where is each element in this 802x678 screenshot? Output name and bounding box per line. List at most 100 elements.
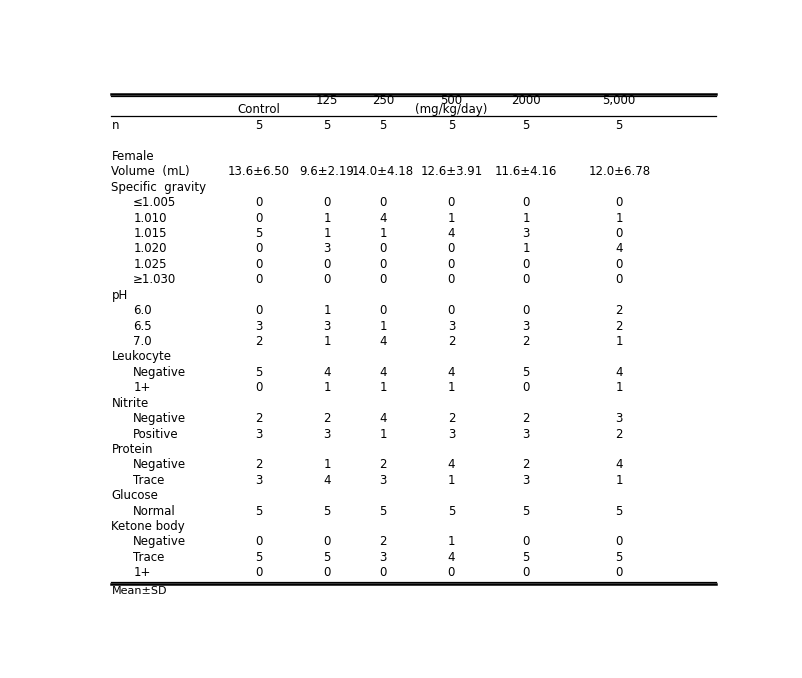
Text: 3: 3 xyxy=(323,319,330,333)
Text: 5: 5 xyxy=(379,119,387,132)
Text: 1: 1 xyxy=(379,428,387,441)
Text: 3: 3 xyxy=(323,243,330,256)
Text: 1: 1 xyxy=(323,227,331,240)
Text: Control: Control xyxy=(237,102,280,115)
Text: 2: 2 xyxy=(379,458,387,471)
Text: 0: 0 xyxy=(522,196,529,210)
Text: 3: 3 xyxy=(255,319,262,333)
Text: 2: 2 xyxy=(615,319,623,333)
Text: 5: 5 xyxy=(255,366,262,379)
Text: 0: 0 xyxy=(255,381,262,395)
Text: 1: 1 xyxy=(379,227,387,240)
Text: 0: 0 xyxy=(616,536,623,549)
Text: 0: 0 xyxy=(255,536,262,549)
Text: 6.0: 6.0 xyxy=(133,304,152,317)
Text: 5: 5 xyxy=(522,504,529,517)
Text: 0: 0 xyxy=(255,304,262,317)
Text: 4: 4 xyxy=(448,551,456,564)
Text: 1: 1 xyxy=(323,212,331,224)
Text: 5: 5 xyxy=(323,504,330,517)
Text: Mean±SD: Mean±SD xyxy=(111,586,167,597)
Text: 0: 0 xyxy=(448,566,455,579)
Text: 1: 1 xyxy=(522,212,530,224)
Text: 1: 1 xyxy=(448,474,456,487)
Text: 5: 5 xyxy=(379,504,387,517)
Text: 3: 3 xyxy=(379,551,387,564)
Text: 0: 0 xyxy=(255,273,262,286)
Text: 11.6±4.16: 11.6±4.16 xyxy=(495,165,557,178)
Text: 3: 3 xyxy=(448,319,455,333)
Text: 13.6±6.50: 13.6±6.50 xyxy=(228,165,290,178)
Text: 1: 1 xyxy=(615,212,623,224)
Text: 500: 500 xyxy=(440,94,463,107)
Text: 0: 0 xyxy=(255,212,262,224)
Text: 2: 2 xyxy=(255,412,262,425)
Text: 5: 5 xyxy=(255,504,262,517)
Text: 0: 0 xyxy=(379,196,387,210)
Text: 0: 0 xyxy=(448,273,455,286)
Text: 0: 0 xyxy=(379,258,387,271)
Text: ≤1.005: ≤1.005 xyxy=(133,196,176,210)
Text: 1: 1 xyxy=(323,458,331,471)
Text: 2: 2 xyxy=(379,536,387,549)
Text: Positive: Positive xyxy=(133,428,179,441)
Text: 3: 3 xyxy=(522,227,529,240)
Text: 1: 1 xyxy=(323,304,331,317)
Text: 2: 2 xyxy=(522,335,530,348)
Text: 4: 4 xyxy=(323,366,331,379)
Text: Leukocyte: Leukocyte xyxy=(111,351,172,363)
Text: 4: 4 xyxy=(448,227,456,240)
Text: 2: 2 xyxy=(323,412,331,425)
Text: 5,000: 5,000 xyxy=(602,94,636,107)
Text: 1: 1 xyxy=(615,381,623,395)
Text: 1: 1 xyxy=(448,212,456,224)
Text: 3: 3 xyxy=(379,474,387,487)
Text: 3: 3 xyxy=(616,412,623,425)
Text: 1.020: 1.020 xyxy=(133,243,167,256)
Text: 1.010: 1.010 xyxy=(133,212,167,224)
Text: 5: 5 xyxy=(522,119,529,132)
Text: 14.0±4.18: 14.0±4.18 xyxy=(352,165,414,178)
Text: Glucose: Glucose xyxy=(111,490,158,502)
Text: Female: Female xyxy=(111,150,154,163)
Text: 1: 1 xyxy=(615,335,623,348)
Text: 4: 4 xyxy=(448,458,456,471)
Text: 0: 0 xyxy=(323,196,330,210)
Text: 3: 3 xyxy=(522,319,529,333)
Text: Specific  gravity: Specific gravity xyxy=(111,181,207,194)
Text: 1: 1 xyxy=(615,474,623,487)
Text: 1.015: 1.015 xyxy=(133,227,167,240)
Text: 5: 5 xyxy=(616,119,623,132)
Text: 125: 125 xyxy=(316,94,338,107)
Text: 7.0: 7.0 xyxy=(133,335,152,348)
Text: 4: 4 xyxy=(448,366,456,379)
Text: 5: 5 xyxy=(522,366,529,379)
Text: 2: 2 xyxy=(615,304,623,317)
Text: 0: 0 xyxy=(255,566,262,579)
Text: 0: 0 xyxy=(323,258,330,271)
Text: 3: 3 xyxy=(448,428,455,441)
Text: 2: 2 xyxy=(448,335,456,348)
Text: 250: 250 xyxy=(372,94,394,107)
Text: 1.025: 1.025 xyxy=(133,258,167,271)
Text: 1: 1 xyxy=(522,243,530,256)
Text: 2: 2 xyxy=(448,412,456,425)
Text: 1: 1 xyxy=(448,536,456,549)
Text: pH: pH xyxy=(111,289,128,302)
Text: Negative: Negative xyxy=(133,458,186,471)
Text: 0: 0 xyxy=(522,536,529,549)
Text: 12.6±3.91: 12.6±3.91 xyxy=(420,165,483,178)
Text: 5: 5 xyxy=(323,551,330,564)
Text: 5: 5 xyxy=(255,227,262,240)
Text: 0: 0 xyxy=(448,304,455,317)
Text: 1: 1 xyxy=(379,381,387,395)
Text: 3: 3 xyxy=(255,428,262,441)
Text: 0: 0 xyxy=(522,381,529,395)
Text: Normal: Normal xyxy=(133,504,176,517)
Text: 2000: 2000 xyxy=(511,94,541,107)
Text: 0: 0 xyxy=(522,273,529,286)
Text: 2: 2 xyxy=(522,458,530,471)
Text: 0: 0 xyxy=(323,536,330,549)
Text: 0: 0 xyxy=(323,566,330,579)
Text: 1: 1 xyxy=(323,381,331,395)
